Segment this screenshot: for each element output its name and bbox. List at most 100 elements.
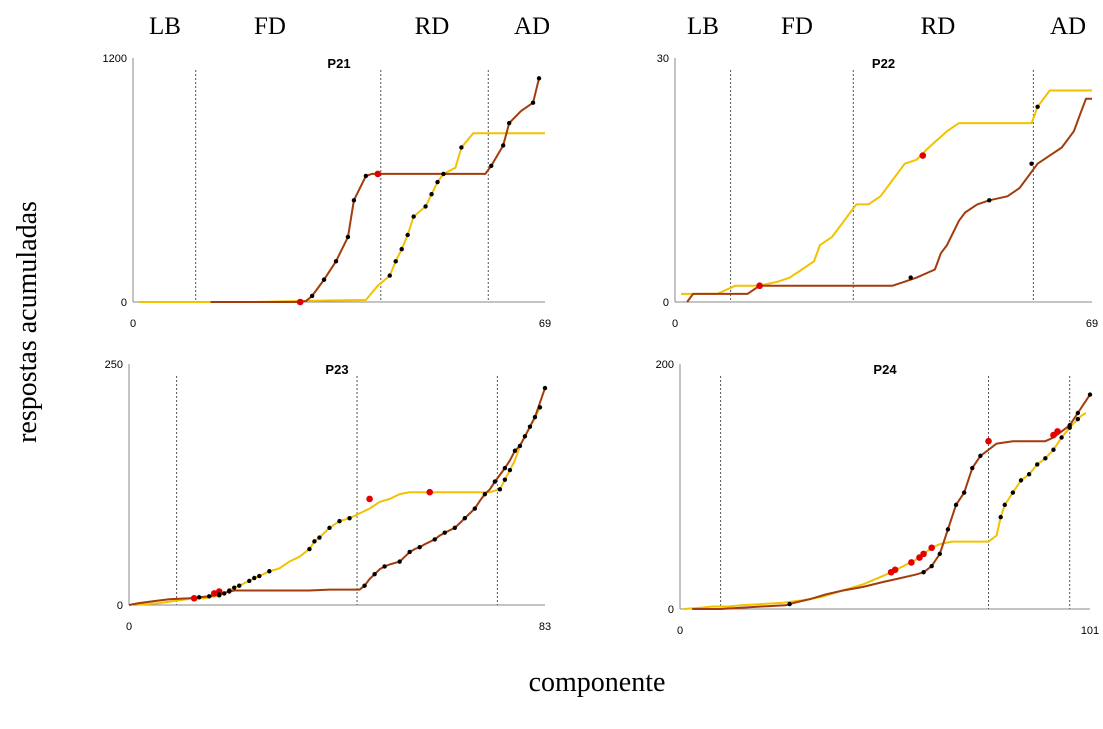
phase-label-ad-left: AD	[514, 13, 550, 40]
marker-red-yellow	[891, 566, 899, 574]
marker-black-brown	[929, 563, 934, 569]
x-tick-min: 0	[672, 318, 678, 330]
marker-black-yellow	[527, 424, 533, 429]
marker-black-brown	[937, 551, 943, 557]
marker-black-yellow	[423, 204, 428, 209]
series-line-brown	[692, 394, 1091, 610]
marker-black-yellow	[1051, 447, 1056, 452]
marker-black-brown	[945, 527, 951, 532]
marker-black-brown	[442, 530, 447, 535]
series-line-yellow	[681, 89, 1092, 295]
marker-black-brown	[530, 100, 536, 105]
marker-black-brown	[407, 549, 412, 555]
marker-black-brown	[345, 234, 351, 240]
marker-black-yellow	[497, 487, 503, 492]
marker-black-brown	[417, 544, 422, 550]
marker-black-brown	[506, 120, 512, 126]
marker-black-yellow	[1035, 462, 1040, 467]
marker-black-yellow	[1035, 104, 1040, 110]
marker-black-yellow	[1043, 456, 1048, 461]
marker-black-yellow	[405, 232, 410, 238]
marker-red-yellow	[919, 152, 927, 159]
marker-black-yellow	[1075, 416, 1081, 422]
marker-black-brown	[961, 490, 967, 495]
marker-black-brown	[333, 259, 339, 264]
marker-black-yellow	[1002, 502, 1007, 508]
x-tick-max: 83	[539, 621, 551, 633]
marker-black-brown	[787, 601, 792, 607]
panel-title: P24	[873, 362, 897, 377]
marker-black-brown	[309, 293, 315, 299]
marker-black-yellow	[327, 525, 332, 531]
marker-black-yellow	[237, 583, 242, 588]
marker-black-brown	[908, 275, 913, 280]
marker-black-brown	[472, 506, 478, 511]
y-tick-max: 1200	[103, 53, 127, 65]
marker-red-brown	[756, 282, 763, 290]
marker-black-brown	[502, 465, 508, 471]
marker-black-yellow	[393, 259, 398, 264]
x-tick-min: 0	[126, 621, 132, 633]
marker-black-brown	[921, 570, 926, 575]
marker-black-brown	[492, 479, 498, 484]
marker-black-yellow	[347, 516, 352, 521]
marker-black-yellow	[337, 518, 342, 524]
marker-black-brown	[217, 592, 222, 597]
marker-black-yellow	[502, 477, 508, 482]
phase-label-ad-right: AD	[1050, 13, 1086, 40]
marker-black-yellow	[222, 591, 227, 596]
marker-black-brown	[953, 502, 959, 508]
marker-black-yellow	[247, 578, 252, 584]
marker-red-yellow	[908, 559, 915, 566]
panel-title: P22	[872, 56, 895, 71]
marker-black-yellow	[267, 569, 272, 574]
y-axis-label: respostas acumuladas	[12, 201, 43, 443]
marker-black-brown	[1067, 423, 1072, 428]
marker-red-brown	[1054, 428, 1061, 435]
phase-label-rd-left: RD	[415, 13, 450, 40]
x-axis-label: componente	[529, 667, 666, 698]
series-line-brown	[210, 78, 540, 303]
y-tick-min: 0	[663, 297, 669, 309]
marker-black-brown	[321, 277, 327, 282]
marker-black-brown	[206, 594, 212, 599]
marker-black-yellow	[1010, 490, 1016, 495]
y-tick-max: 30	[657, 53, 669, 65]
panel-p24: 200 00 101 P24	[656, 359, 1100, 637]
panel-title: P21	[327, 56, 350, 71]
marker-black-brown	[227, 589, 232, 594]
phase-label-fd-right: FD	[781, 13, 813, 40]
x-tick-max: 101	[1081, 625, 1099, 637]
marker-black-yellow	[517, 443, 523, 449]
marker-black-brown	[512, 448, 518, 453]
phase-label-rd-right: RD	[921, 13, 956, 40]
marker-black-yellow	[1026, 472, 1032, 477]
marker-black-yellow	[429, 192, 434, 197]
marker-black-brown	[532, 414, 538, 420]
y-tick-max: 200	[656, 359, 674, 371]
marker-black-yellow	[387, 273, 392, 278]
marker-red-yellow	[426, 488, 434, 496]
marker-black-yellow	[257, 573, 262, 579]
x-tick-min: 0	[130, 318, 136, 330]
marker-black-yellow	[1018, 478, 1024, 483]
marker-red-brown	[985, 437, 992, 445]
marker-black-brown	[196, 595, 202, 600]
phase-label-lb-left: LB	[149, 13, 181, 40]
y-tick-min: 0	[668, 604, 674, 616]
marker-red-yellow	[920, 550, 927, 558]
marker-red-yellow	[190, 594, 198, 602]
y-tick-max: 250	[105, 359, 123, 371]
marker-black-brown	[1029, 161, 1034, 166]
marker-black-brown	[462, 516, 468, 521]
marker-black-brown	[372, 571, 377, 577]
marker-red-yellow	[210, 590, 218, 597]
x-tick-min: 0	[677, 625, 683, 637]
marker-black-yellow	[317, 535, 322, 540]
y-tick-min: 0	[121, 297, 127, 309]
marker-black-yellow	[998, 514, 1003, 520]
marker-black-brown	[522, 434, 528, 439]
marker-black-yellow	[312, 539, 317, 544]
marker-red-brown	[374, 170, 382, 178]
x-tick-max: 69	[539, 318, 551, 330]
